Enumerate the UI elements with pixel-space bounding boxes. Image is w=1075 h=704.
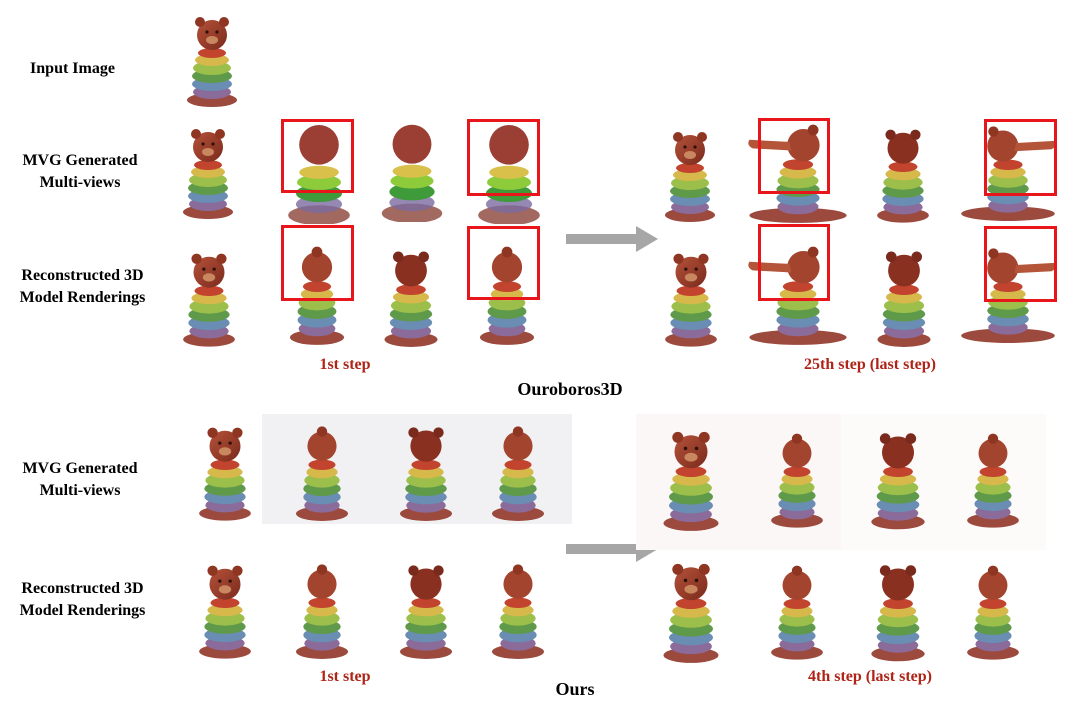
ours-mvg-step1: [192, 414, 572, 524]
ours-mvg-step1-view2: [290, 418, 354, 522]
row-label-input-image: Input Image: [30, 60, 115, 77]
ouro-step-arrow-icon: [566, 226, 658, 252]
row-label-recon: Reconstructed 3D Model Renderings: [0, 265, 165, 309]
ours-recon-step4: [636, 552, 1046, 664]
ours-recon-step4-view2: [766, 554, 828, 664]
ours-recon-step4-view1: [658, 554, 724, 664]
ours-recon-step1-view1: [194, 556, 256, 660]
ours-title: Ours: [555, 679, 595, 699]
ours-recon-step1: [192, 552, 572, 662]
ouro-mvg-step25-view3: [872, 120, 934, 224]
ouro-mvg-step1-view1: [178, 120, 238, 220]
ouro-title: Ouroboros3D: [517, 379, 623, 399]
ours-mvg-step1-view4: [486, 418, 550, 522]
ouro-mvg-step1-highlight-a: [281, 119, 354, 193]
row-label-recon-line2: Model Renderings: [19, 289, 146, 306]
ouro-caption-step1: 1st step: [319, 356, 371, 373]
row-label-mvg: MVG Generated Multi-views: [0, 150, 160, 194]
ours-mvg-step4-view3: [866, 422, 930, 532]
row-label-mvg-line1: MVG Generated: [22, 152, 138, 169]
ours-row-label-mvg-line1: MVG Generated: [22, 460, 138, 477]
ouro-recon-step1-highlight-a: [281, 225, 354, 301]
row-label-recon-line1: Reconstructed 3D: [21, 267, 144, 284]
ouro-caption-step25: 25th step (last step): [804, 356, 936, 373]
ours-caption-step4: 4th step (last step): [808, 668, 932, 685]
ouro-recon-step25-view1: [660, 244, 722, 348]
ouro-recon-step25-view3: [872, 242, 936, 348]
ours-row-label-recon: Reconstructed 3D Model Renderings: [0, 578, 165, 622]
ours-mvg-step4-view4: [962, 422, 1024, 532]
ours-mvg-step4: [636, 414, 1046, 550]
ours-row-label-mvg: MVG Generated Multi-views: [0, 458, 160, 502]
ours-recon-step1-view4: [486, 556, 550, 660]
ouro-mvg-step25-highlight-a: [758, 118, 830, 194]
ours-mvg-step4-view1: [658, 422, 724, 532]
ouro-recon-step25-highlight-a: [758, 224, 830, 301]
ours-row-label-recon-line2: Model Renderings: [19, 602, 146, 619]
row-label-mvg-line2: Multi-views: [39, 174, 121, 191]
ours-mvg-step4-view2: [766, 422, 828, 532]
ouro-recon-step1-view1: [178, 244, 240, 348]
ouro-recon-step25-highlight-b: [984, 226, 1057, 302]
ouro-recon-step1-view3: [378, 242, 444, 348]
ours-mvg-step1-view3: [394, 418, 458, 522]
ours-mvg-step1-view1: [194, 418, 256, 522]
ours-recon-step1-view2: [290, 556, 354, 660]
ouro-mvg-step1-highlight-b: [467, 119, 540, 196]
input-image: [182, 8, 242, 108]
ours-row-label-recon-line1: Reconstructed 3D: [21, 580, 144, 597]
ouro-recon-step1-highlight-b: [467, 226, 540, 300]
ours-recon-step4-view3: [866, 554, 930, 664]
ouro-mvg-step1-view3: [378, 114, 446, 222]
ouro-mvg-step25-highlight-b: [984, 119, 1057, 196]
ours-row-label-mvg-line2: Multi-views: [39, 482, 121, 499]
ouro-mvg-step25-view1: [660, 122, 720, 224]
ours-caption-step1: 1st step: [319, 668, 371, 685]
ours-recon-step4-view4: [962, 554, 1024, 664]
ours-recon-step1-view3: [394, 556, 458, 660]
